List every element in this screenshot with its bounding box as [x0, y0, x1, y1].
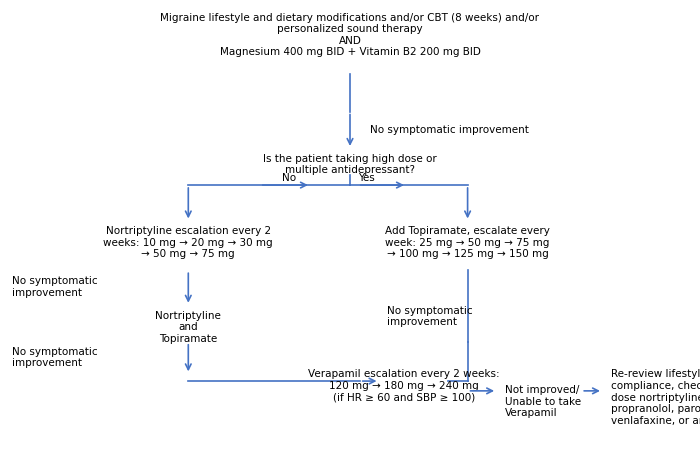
Text: No symptomatic improvement: No symptomatic improvement [370, 125, 528, 135]
Text: Not improved/
Unable to take
Verapamil: Not improved/ Unable to take Verapamil [505, 384, 581, 417]
Text: Nortriptyline
and
Topiramate: Nortriptyline and Topiramate [155, 310, 221, 343]
Text: No symptomatic
improvement: No symptomatic improvement [12, 276, 97, 297]
Text: Migraine lifestyle and dietary modifications and/or CBT (8 weeks) and/or
persona: Migraine lifestyle and dietary modificat… [160, 12, 540, 57]
Text: Re-review lifestyle and diet changes to ensure
compliance, check sleep study. Co: Re-review lifestyle and diet changes to … [610, 368, 700, 425]
Text: No symptomatic
improvement: No symptomatic improvement [12, 346, 97, 367]
Text: Yes: Yes [358, 173, 374, 183]
Text: No: No [282, 173, 296, 183]
Text: Is the patient taking high dose or
multiple antidepressant?: Is the patient taking high dose or multi… [263, 153, 437, 175]
Text: Add Topiramate, escalate every
week: 25 mg → 50 mg → 75 mg
→ 100 mg → 125 mg → 1: Add Topiramate, escalate every week: 25 … [385, 226, 550, 259]
Text: Nortriptyline escalation every 2
weeks: 10 mg → 20 mg → 30 mg
→ 50 mg → 75 mg: Nortriptyline escalation every 2 weeks: … [104, 226, 273, 259]
Text: Verapamil escalation every 2 weeks:
120 mg → 180 mg → 240 mg
(if HR ≥ 60 and SBP: Verapamil escalation every 2 weeks: 120 … [308, 368, 500, 402]
Text: No symptomatic
improvement: No symptomatic improvement [387, 305, 473, 327]
